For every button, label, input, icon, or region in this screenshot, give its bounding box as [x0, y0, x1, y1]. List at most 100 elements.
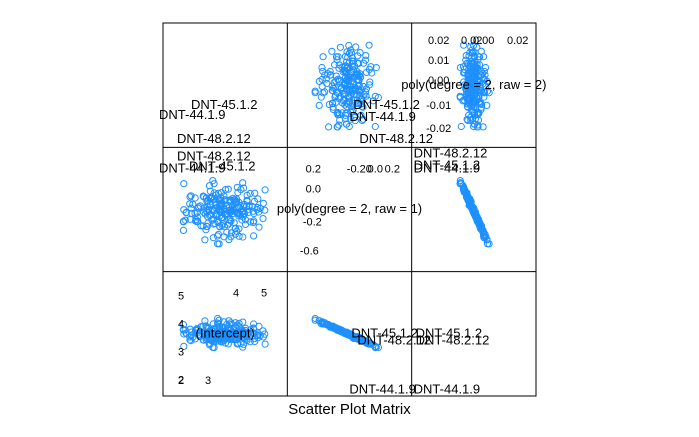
data-point-r2c0 [225, 330, 233, 338]
data-point-r0c2 [479, 123, 487, 131]
data-point-r0c1 [371, 122, 379, 131]
data-point-r2c0 [207, 337, 215, 345]
data-point-r0c1 [355, 81, 363, 89]
data-point-r0c1 [315, 101, 323, 110]
data-point-r2c0 [221, 339, 230, 347]
data-point-r0c1 [357, 100, 365, 108]
data-point-r0c1 [352, 43, 360, 51]
data-point-r1c0 [240, 202, 248, 210]
data-point-r1c0 [187, 192, 195, 200]
data-point-r0c1 [357, 111, 365, 119]
data-point-r0c1 [347, 46, 355, 54]
data-point-r1c0 [186, 193, 194, 201]
data-point-r1c0 [206, 201, 215, 209]
data-point-r1c0 [250, 232, 258, 240]
data-point-r0c1 [329, 105, 337, 114]
data-point-r1c0 [226, 197, 234, 205]
tick-label-var1-left: 5 [178, 291, 184, 303]
data-point-r1c0 [181, 216, 189, 224]
data-point-r2c0 [241, 324, 250, 332]
data-point-r2c0 [218, 323, 226, 331]
data-point-r2c1 [322, 320, 330, 328]
tick-label-var3-left: 0.00 [428, 75, 449, 87]
data-point-r2c1 [356, 335, 364, 343]
data-point-r1c0 [179, 217, 187, 225]
outlier-label: DNT-48.2.12 [359, 131, 433, 146]
data-point-r1c0 [217, 197, 225, 205]
data-point-r1c0 [201, 236, 209, 244]
data-point-r1c0 [210, 195, 218, 203]
outlier-label: DNT-48.2.12 [177, 131, 251, 146]
data-point-r1c0 [233, 198, 241, 206]
data-point-r1c2 [485, 240, 493, 248]
tick-label-var3-top: 0.02 [461, 35, 482, 47]
data-point-r0c1 [317, 93, 325, 101]
data-point-r2c0 [239, 330, 247, 338]
matrix-frame [162, 22, 537, 397]
data-point-r0c2 [470, 64, 479, 73]
outlier-label: DNT-44.1.9 [349, 109, 415, 124]
data-point-r0c1 [342, 64, 350, 73]
data-point-r2c0 [180, 342, 188, 350]
tick-label-var1-left: 3 [178, 347, 184, 359]
data-point-r2c1 [332, 324, 341, 332]
diag-label-var2: poly(degree = 2, raw = 1) [277, 201, 422, 216]
data-point-r0c1 [369, 97, 377, 105]
data-point-r2c0 [179, 326, 187, 334]
data-point-r1c0 [233, 183, 241, 191]
tick-label-var1-bottom: 2 [178, 375, 184, 387]
data-point-r0c1 [356, 49, 364, 57]
data-point-r2c0 [245, 332, 253, 340]
data-point-r1c0 [254, 195, 262, 203]
data-point-r0c1 [358, 116, 366, 125]
data-point-r2c0 [221, 330, 229, 338]
data-point-r1c0 [216, 196, 224, 204]
data-point-r1c2 [481, 230, 489, 238]
data-point-r2c1 [368, 340, 376, 348]
data-point-r2c1 [321, 319, 329, 327]
data-point-r2c0 [235, 328, 243, 336]
data-point-r1c0 [259, 199, 267, 207]
data-point-r2c1 [342, 328, 350, 336]
data-point-r0c2 [476, 53, 484, 61]
data-point-r0c1 [365, 41, 373, 49]
data-point-r0c2 [464, 92, 472, 100]
data-point-r0c1 [336, 43, 344, 51]
data-point-r0c1 [332, 77, 340, 85]
data-point-r0c1 [332, 53, 341, 61]
data-point-r0c1 [362, 52, 370, 60]
data-point-r0c1 [332, 72, 340, 80]
data-point-r0c1 [345, 49, 353, 57]
data-point-r1c0 [193, 209, 201, 217]
data-point-r1c0 [221, 186, 230, 194]
data-point-r0c1 [322, 75, 330, 83]
data-point-r1c0 [213, 232, 222, 240]
data-point-r0c2 [467, 43, 475, 51]
data-point-r2c0 [221, 334, 229, 342]
data-point-r0c2 [477, 105, 485, 114]
diag-label-var3: poly(degree = 2, raw = 2) [401, 77, 546, 92]
data-point-r1c0 [241, 220, 250, 228]
data-point-r0c1 [321, 71, 329, 79]
data-point-r1c0 [253, 206, 261, 214]
data-point-r1c0 [211, 219, 219, 227]
data-point-r1c0 [204, 219, 212, 227]
data-point-r0c1 [343, 82, 352, 90]
data-point-r1c0 [231, 230, 239, 238]
data-point-r0c1 [344, 78, 352, 86]
data-point-r1c0 [197, 222, 205, 230]
data-point-r1c0 [251, 189, 259, 197]
data-point-r2c0 [216, 335, 224, 343]
data-point-r2c0 [220, 323, 228, 331]
diag-label-var1: (Intercept) [196, 326, 255, 341]
data-point-r2c0 [212, 330, 220, 338]
data-point-r0c1 [325, 123, 333, 131]
tick-label-var3-left: -0.02 [426, 123, 451, 135]
data-point-r1c0 [259, 215, 267, 223]
data-point-r2c0 [201, 317, 209, 325]
data-point-r0c2 [462, 90, 470, 98]
data-point-r0c2 [470, 90, 478, 99]
data-point-r2c0 [179, 321, 187, 329]
data-point-r0c1 [356, 92, 364, 100]
tick-label-var2-top: -0.20 [347, 163, 372, 175]
